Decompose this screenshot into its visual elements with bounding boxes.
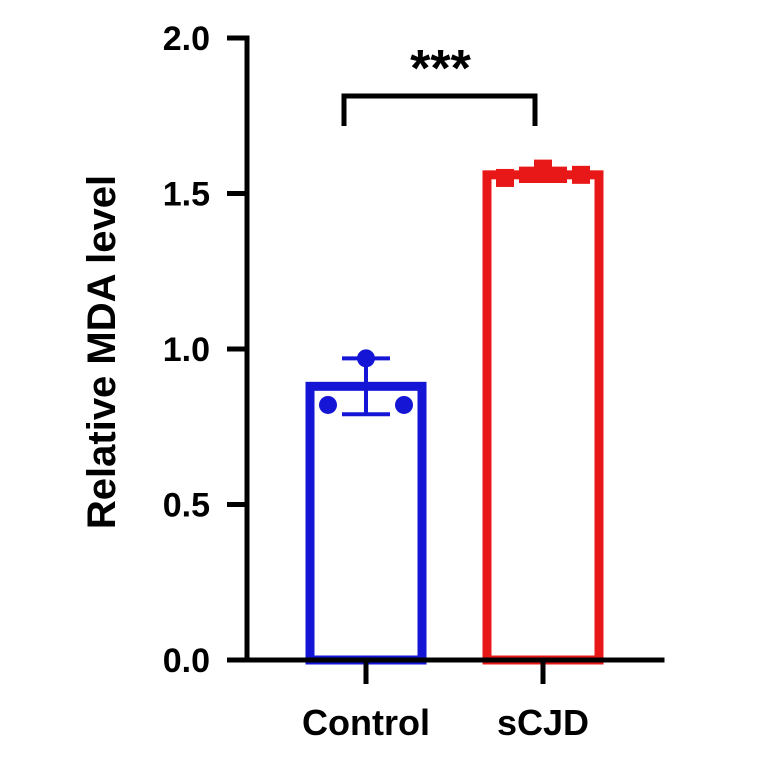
y-tick-label: 0.0	[163, 642, 210, 680]
data-point-scjd	[572, 165, 590, 184]
y-tick-label: 0.5	[163, 487, 210, 525]
data-point-control	[319, 395, 337, 414]
bar-control	[305, 381, 427, 665]
x-tick-label: sCJD	[497, 702, 589, 743]
axes-layer	[227, 35, 665, 684]
x-tick-label: Control	[302, 702, 430, 743]
data-point-control	[395, 395, 413, 414]
bar-scjd	[482, 170, 604, 665]
labels-layer: Control sCJD 0.0 0.5 1.0 1.5 2.0 ***	[163, 20, 589, 743]
bars-layer	[305, 159, 604, 665]
significance-bracket	[341, 93, 538, 126]
y-tick-label: 1.0	[163, 331, 210, 369]
y-tick-label: 2.0	[163, 20, 210, 58]
data-point-scjd	[496, 168, 514, 187]
y-axis-label: Relative MDA level	[80, 175, 124, 529]
y-tick-label: 1.5	[163, 176, 210, 214]
data-point-control	[357, 349, 375, 368]
significance-label: ***	[410, 40, 471, 98]
data-point-scjd	[534, 159, 552, 178]
